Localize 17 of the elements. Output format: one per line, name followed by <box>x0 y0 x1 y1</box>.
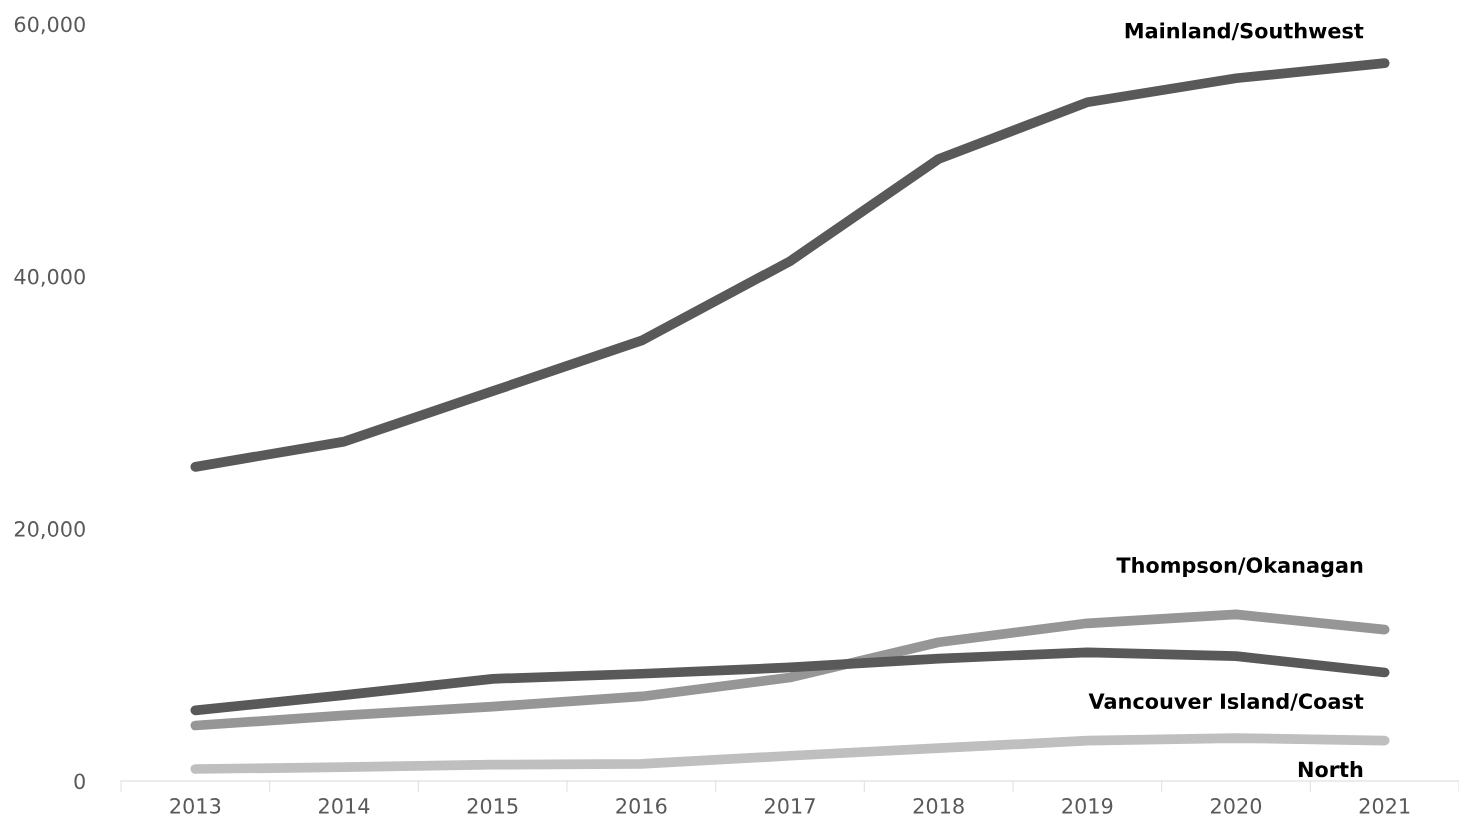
x-tick-label: 2016 <box>616 798 667 814</box>
y-tick-label: 0 <box>74 773 85 790</box>
series-label: Mainland/Southwest <box>1125 22 1364 41</box>
x-tick-label: 2021 <box>1359 798 1410 814</box>
x-tick-label: 2020 <box>1211 798 1262 814</box>
y-tick-label: 60,000 <box>14 16 85 35</box>
y-tick-label: 20,000 <box>14 521 85 539</box>
x-tick-label: 2013 <box>170 798 221 814</box>
series-label: North <box>1298 761 1363 778</box>
y-tick-label: 40,000 <box>14 268 85 287</box>
text: Thompson/Okanagan <box>1116 556 1363 578</box>
x-tick-label: 2017 <box>765 798 815 814</box>
x-tick-label: 2018 <box>913 798 964 814</box>
x-tick-label: 2014 <box>319 798 370 814</box>
series-label: Vancouver Island/Coast <box>1088 692 1364 711</box>
x-tick-label: 2015 <box>467 798 518 814</box>
x-tick-label: 2019 <box>1062 798 1113 814</box>
